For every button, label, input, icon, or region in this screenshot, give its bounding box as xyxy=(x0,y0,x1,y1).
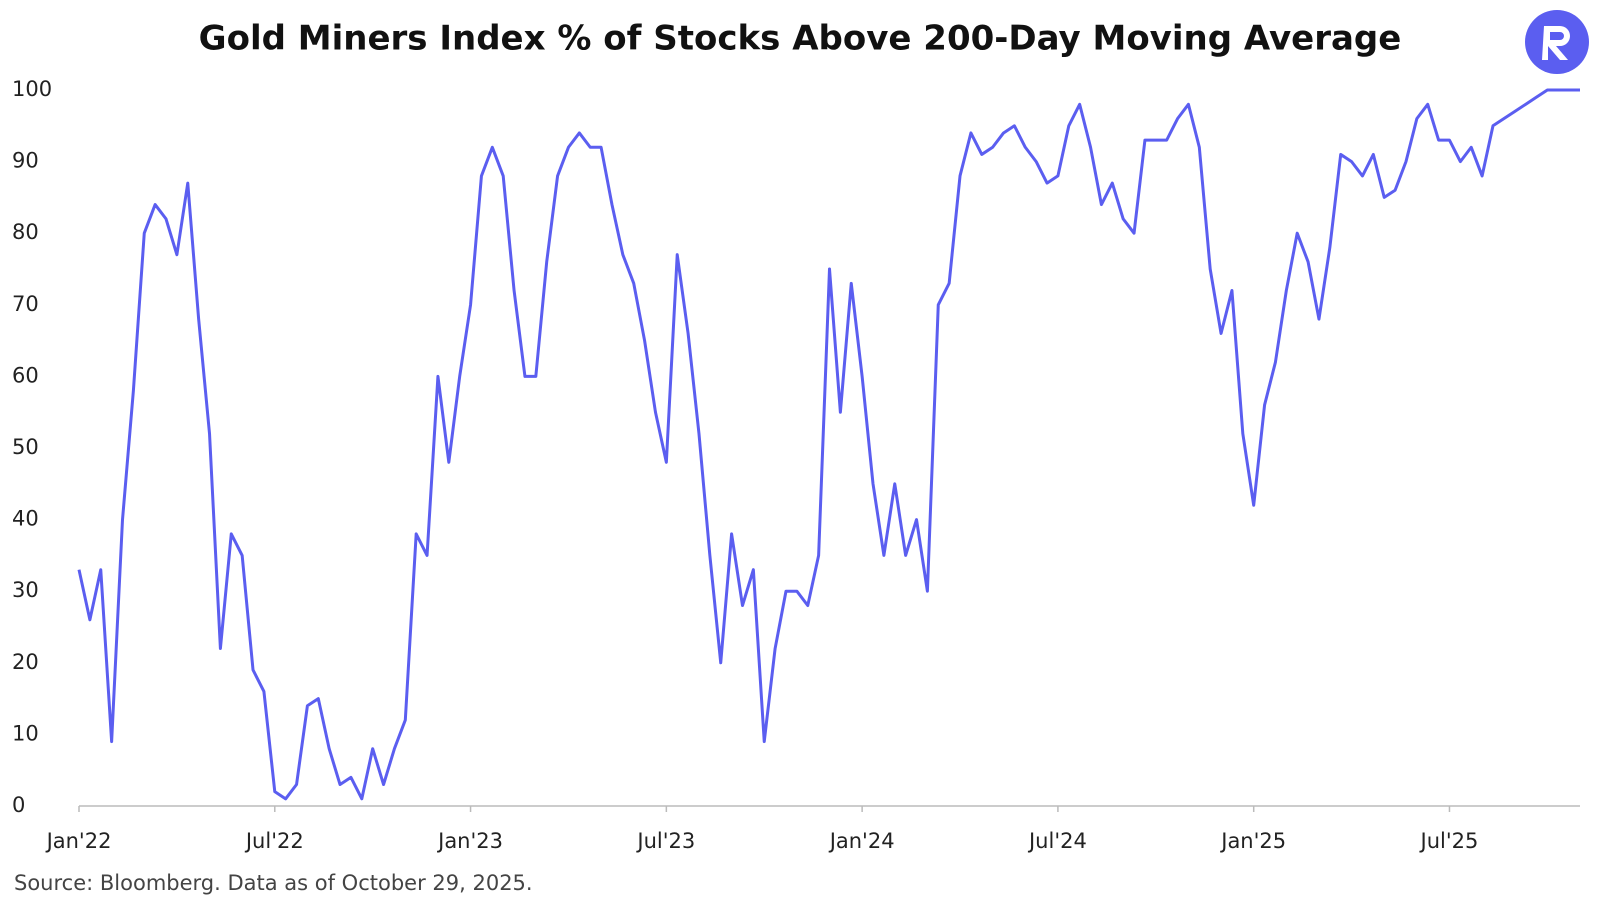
y-tick-label: 50 xyxy=(12,435,39,459)
chart-title: Gold Miners Index % of Stocks Above 200-… xyxy=(199,19,1402,59)
y-tick-label: 20 xyxy=(12,650,39,674)
y-tick-label: 80 xyxy=(12,220,39,244)
y-tick-label: 70 xyxy=(12,292,39,316)
x-tick-label: Jul'25 xyxy=(1419,829,1479,853)
x-tick-label: Jul'23 xyxy=(635,829,695,853)
x-tick-label: Jul'22 xyxy=(244,829,304,853)
y-tick-label: 10 xyxy=(12,721,39,745)
data-line xyxy=(77,88,1580,801)
y-tick-label: 30 xyxy=(12,578,39,602)
logo xyxy=(1525,10,1589,74)
x-tick-label: Jan'25 xyxy=(1219,829,1286,853)
y-tick-label: 100 xyxy=(12,77,52,101)
y-tick-label: 40 xyxy=(12,507,39,531)
x-tick-label: Jan'23 xyxy=(436,829,503,853)
y-tick-label: 60 xyxy=(12,363,39,387)
y-tick-label: 90 xyxy=(12,149,39,173)
x-tick-label: Jul'24 xyxy=(1027,829,1087,853)
x-tick-label: Jan'24 xyxy=(828,829,895,853)
x-tick-label: Jan'22 xyxy=(45,829,112,853)
y-tick-label: 0 xyxy=(12,793,25,817)
source-note: Source: Bloomberg. Data as of October 29… xyxy=(14,871,533,895)
